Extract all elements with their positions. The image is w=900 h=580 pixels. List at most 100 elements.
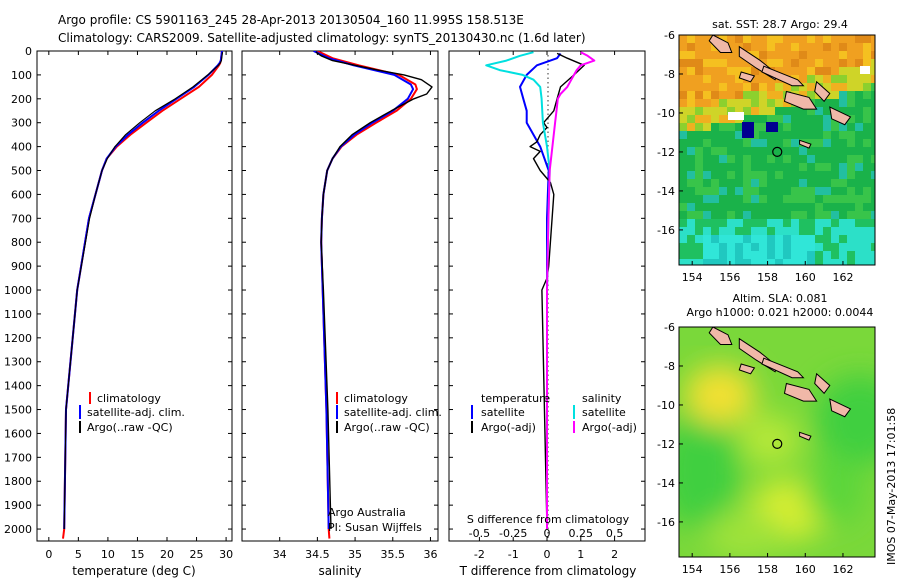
sst-cell bbox=[727, 59, 735, 67]
sst-cell bbox=[775, 211, 783, 219]
sst-cell bbox=[783, 51, 791, 59]
sst-cell bbox=[815, 155, 823, 163]
depth-tick-label: 900 bbox=[11, 260, 32, 273]
sst-cell bbox=[815, 123, 823, 131]
sst-cell bbox=[679, 243, 687, 251]
sst-cell bbox=[783, 251, 791, 259]
sst-cell bbox=[863, 227, 871, 235]
depth-tick-label: 1700 bbox=[4, 451, 32, 464]
sst-cell bbox=[727, 211, 735, 219]
sst-cell bbox=[855, 75, 863, 83]
sst-cell bbox=[839, 227, 847, 235]
sst-cell bbox=[735, 243, 743, 251]
depth-tick-label: 800 bbox=[11, 236, 32, 249]
sst-cell bbox=[775, 155, 783, 163]
legend-label-climatology: climatology bbox=[344, 392, 408, 405]
sst-cell bbox=[855, 83, 863, 91]
sst-cell bbox=[863, 107, 871, 115]
sst-cell bbox=[775, 195, 783, 203]
island-outline bbox=[761, 65, 805, 87]
salinity-x-label: salinity bbox=[318, 564, 361, 578]
salinity-series bbox=[313, 51, 433, 539]
lat-tick-label: -6 bbox=[664, 29, 675, 42]
sst-cell bbox=[863, 179, 871, 187]
sst-cell bbox=[799, 219, 807, 227]
salinity-tick-label: 34 bbox=[273, 548, 287, 561]
sst-cell bbox=[815, 107, 823, 115]
sst-cell bbox=[775, 259, 783, 265]
depth-tick-label: 600 bbox=[11, 188, 32, 201]
sst-cell bbox=[719, 227, 727, 235]
sst-cell bbox=[727, 251, 735, 259]
sst-cell bbox=[711, 195, 719, 203]
temperature-tick-label: 30 bbox=[219, 548, 233, 561]
salinity-tick-label: 36 bbox=[423, 548, 437, 561]
sst-cell bbox=[703, 123, 711, 131]
sst-cell bbox=[815, 179, 823, 187]
island-outline bbox=[814, 80, 831, 103]
sst-cell bbox=[807, 59, 815, 67]
sst-cell bbox=[799, 171, 807, 179]
sst-cell bbox=[807, 107, 815, 115]
lat-tick-label: -12 bbox=[657, 438, 675, 451]
sst-cell bbox=[783, 155, 791, 163]
sst-cell bbox=[831, 131, 839, 139]
sst-cell bbox=[719, 123, 727, 131]
sst-cell bbox=[743, 115, 751, 123]
sst-cell bbox=[751, 251, 759, 259]
sst-cell bbox=[759, 147, 767, 155]
sst-cell bbox=[855, 243, 863, 251]
salinity-legend: climatology satellite-adj. clim. Argo(..… bbox=[336, 392, 442, 434]
sst-cell bbox=[751, 179, 759, 187]
sst-cell bbox=[743, 179, 751, 187]
sst-cell bbox=[687, 139, 695, 147]
sst-cell bbox=[839, 155, 847, 163]
sst-cell bbox=[871, 171, 875, 179]
sst-cell bbox=[863, 259, 871, 265]
sst-cell bbox=[807, 195, 815, 203]
sst-cell bbox=[871, 67, 875, 75]
depth-tick-label: 400 bbox=[11, 141, 32, 154]
sst-cell bbox=[847, 195, 855, 203]
sst-cell bbox=[679, 67, 687, 75]
lon-tick-label: 154 bbox=[682, 563, 703, 576]
sst-cell bbox=[759, 259, 767, 265]
sst-cell bbox=[767, 115, 775, 123]
sst-cell bbox=[783, 123, 791, 131]
sst-cell bbox=[871, 187, 875, 195]
sst-cell bbox=[687, 83, 695, 91]
depth-tick-label: 100 bbox=[11, 69, 32, 82]
sst-cell bbox=[871, 195, 875, 203]
sst-cell bbox=[871, 59, 875, 67]
sst-cell bbox=[839, 59, 847, 67]
sst-cell bbox=[687, 243, 695, 251]
sst-cell bbox=[839, 131, 847, 139]
sst-cell bbox=[839, 107, 847, 115]
sst-cell bbox=[775, 179, 783, 187]
sst-cell bbox=[695, 251, 703, 259]
sst-cell bbox=[831, 99, 839, 107]
sst-cell bbox=[711, 243, 719, 251]
sst-cell bbox=[831, 51, 839, 59]
sst-cell bbox=[703, 155, 711, 163]
sst-cell bbox=[679, 163, 687, 171]
island-outline bbox=[708, 35, 733, 53]
sst-cell bbox=[703, 99, 711, 107]
sst-cell bbox=[799, 123, 807, 131]
sst-cell bbox=[791, 51, 799, 59]
lat-tick-label: -14 bbox=[657, 477, 675, 490]
sst-cell bbox=[815, 67, 823, 75]
sst-cell bbox=[807, 211, 815, 219]
sst-cell bbox=[823, 163, 831, 171]
sst-cell bbox=[799, 91, 807, 99]
sst-cell bbox=[807, 83, 815, 91]
temperature-axes-frame bbox=[36, 50, 233, 542]
sst-cell bbox=[807, 123, 815, 131]
lat-tick-label: -6 bbox=[664, 321, 675, 334]
sst-cell bbox=[799, 179, 807, 187]
sst-cell bbox=[767, 99, 775, 107]
sst-cell bbox=[767, 155, 775, 163]
sst-cell bbox=[871, 115, 875, 123]
sst-cell bbox=[711, 123, 719, 131]
sst-cell bbox=[759, 251, 767, 259]
